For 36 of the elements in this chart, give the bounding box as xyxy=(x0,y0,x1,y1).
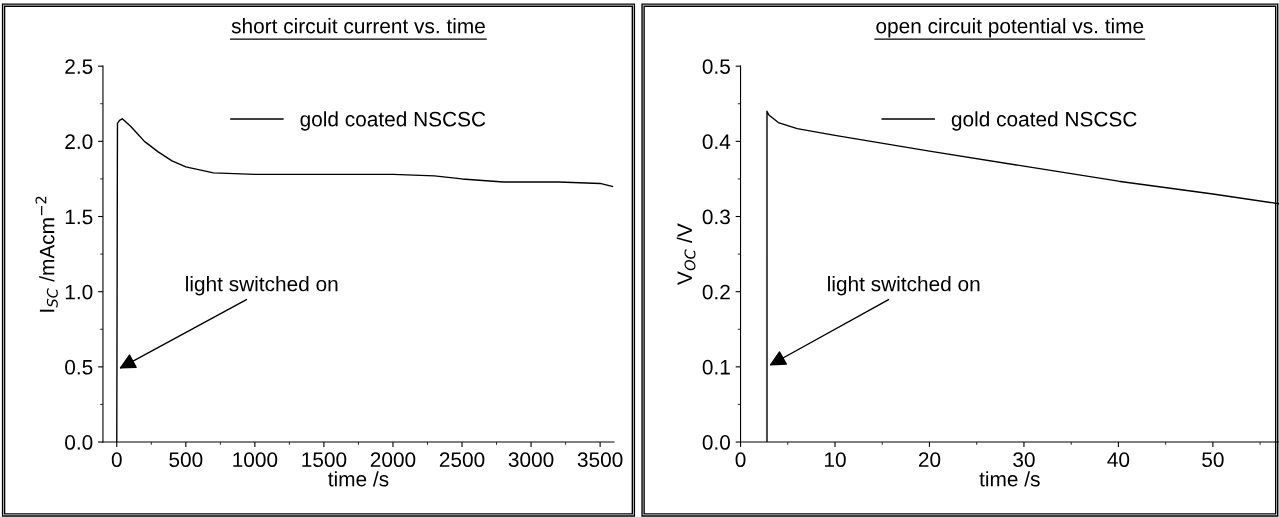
x-tick-label: 3500 xyxy=(577,452,623,468)
chart-title: open circuit potential vs. time xyxy=(876,18,1144,38)
x-tick-label: 0 xyxy=(735,452,746,468)
x-tick-label: 1500 xyxy=(302,452,347,468)
x-tick-label: 0 xyxy=(111,452,122,468)
y-tick-label: 2.5 xyxy=(65,59,93,74)
legend-label: gold coated NSCSC xyxy=(951,111,1137,131)
x-tick-label: 50 xyxy=(1202,452,1224,468)
x-tick-label: 500 xyxy=(169,452,203,468)
legend-label: gold coated NSCSC xyxy=(300,111,486,131)
y-tick-label: 0.5 xyxy=(702,59,730,74)
chart-title: short circuit current vs. time xyxy=(231,18,485,34)
y-tick-label: 0.0 xyxy=(702,435,731,450)
x-tick-label: 2000 xyxy=(370,452,416,468)
y-tick-label: 0.5 xyxy=(65,359,93,375)
annotation: light switched on xyxy=(828,276,980,296)
y-tick-label: 0.3 xyxy=(702,209,730,225)
x-axis-title: time /s xyxy=(979,471,1040,487)
x-tick-label: 1000 xyxy=(233,452,278,468)
y-tick-label: 2.0 xyxy=(65,134,93,150)
y-axis-title: V$_{OC}$ /V xyxy=(676,223,696,285)
x-tick-label: 40 xyxy=(1107,452,1130,468)
x-tick-label: 20 xyxy=(918,452,941,468)
x-tick-label: 3000 xyxy=(508,452,554,468)
x-tick-label: 30 xyxy=(1013,452,1035,468)
y-tick-label: 0.1 xyxy=(702,359,730,375)
y-tick-label: 1.0 xyxy=(65,284,93,300)
annotation: light switched on xyxy=(186,276,338,296)
y-axis-title: I$_{SC}$ /mAcm$^{−2}$ xyxy=(35,196,58,312)
y-tick-label: 1.5 xyxy=(65,209,93,225)
y-tick-label: 0.2 xyxy=(702,284,730,300)
y-tick-label: 0.4 xyxy=(702,134,731,150)
x-tick-label: 2500 xyxy=(439,452,485,468)
x-tick-label: 10 xyxy=(825,452,846,468)
x-axis-title: time /s xyxy=(328,471,389,487)
y-tick-label: 0.0 xyxy=(65,435,93,450)
